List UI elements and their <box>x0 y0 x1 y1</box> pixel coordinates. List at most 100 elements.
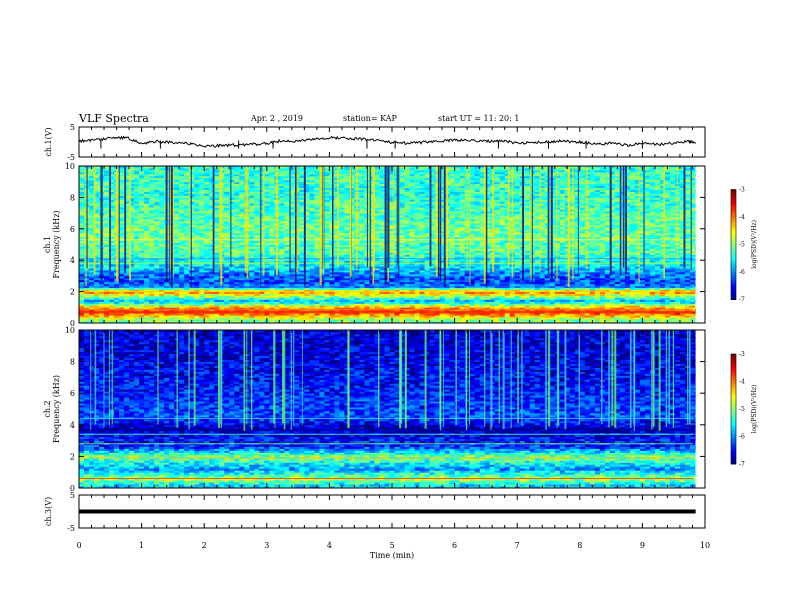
impulse-streak <box>369 166 370 269</box>
impulse-streak <box>673 330 674 428</box>
impulse-streak <box>244 330 246 431</box>
impulse-streak <box>691 166 692 270</box>
impulse-streak <box>484 166 486 284</box>
impulse-streak <box>653 330 655 427</box>
impulse-streak <box>405 330 407 428</box>
impulse-streak <box>251 330 252 430</box>
ch2-spectrogram-image <box>79 330 705 488</box>
colorbar-tick-label: -3 <box>739 187 745 194</box>
impulse-streak <box>169 166 170 283</box>
impulse-streak <box>440 166 441 281</box>
x-tick-label: 3 <box>264 541 269 550</box>
impulse-streak <box>194 330 196 426</box>
impulse-streak <box>378 330 379 427</box>
impulse-streak <box>620 166 622 276</box>
no-data-strip <box>696 330 705 488</box>
impulse-streak <box>191 166 192 287</box>
impulse-streak <box>230 166 231 267</box>
y-tick-label: 8 <box>70 193 75 202</box>
spectral-band <box>79 418 693 419</box>
impulse-streak <box>499 330 500 423</box>
spectral-band <box>79 457 693 458</box>
impulse-streak <box>357 166 358 267</box>
y-tick-label: 2 <box>70 452 75 461</box>
impulse-streak <box>177 330 178 428</box>
impulse-streak <box>291 330 292 430</box>
impulse-streak <box>548 330 550 427</box>
impulse-streak <box>521 330 522 426</box>
impulse-streak <box>245 166 246 273</box>
impulse-streak <box>443 330 444 426</box>
impulse-streak <box>540 166 541 271</box>
x-tick-label: 1 <box>139 541 144 550</box>
impulse-streak <box>608 330 610 427</box>
impulse-streak <box>425 330 427 429</box>
impulse-streak <box>551 166 553 279</box>
spectral-band <box>79 429 693 431</box>
impulse-streak <box>104 330 105 428</box>
impulse-streak <box>689 330 691 424</box>
impulse-streak <box>610 166 612 276</box>
impulse-streak <box>556 166 557 281</box>
y-tick-label: 6 <box>70 389 75 398</box>
impulse-streak <box>644 166 645 273</box>
x-tick-label: 2 <box>202 541 207 550</box>
spectral-band <box>79 434 693 435</box>
spectral-band <box>79 443 693 444</box>
impulse-streak <box>213 166 215 274</box>
impulse-streak <box>112 330 113 424</box>
impulse-streak <box>293 330 294 426</box>
y-tick-label: -5 <box>67 153 75 162</box>
impulse-streak <box>220 330 222 424</box>
impulse-streak <box>684 166 686 268</box>
impulse-streak <box>530 166 531 278</box>
colorbar-label: log(PSD)(V²/Hz) <box>751 220 758 269</box>
impulse-streak <box>320 166 322 286</box>
impulse-streak <box>663 166 665 278</box>
x-tick-label: 8 <box>577 541 582 550</box>
colorbar-tick-label: -6 <box>739 434 745 441</box>
impulse-streak <box>586 166 588 269</box>
spectral-band <box>79 478 693 479</box>
impulse-streak <box>486 166 488 288</box>
channel-label: ch.1 <box>43 236 52 253</box>
impulse-streak <box>572 166 573 280</box>
colorbar-tick-label: -7 <box>739 461 745 468</box>
colorbar-tick-label: -7 <box>739 297 745 304</box>
impulse-streak <box>578 166 579 276</box>
impulse-streak <box>101 166 103 280</box>
impulse-streak <box>119 166 120 283</box>
y-tick-label: 4 <box>70 256 75 265</box>
channel-label: ch.2 <box>43 400 52 417</box>
spectral-band <box>79 311 693 313</box>
impulse-streak <box>630 330 632 428</box>
impulse-streak <box>189 330 190 429</box>
impulse-streak <box>387 166 389 268</box>
impulse-streak <box>601 330 603 424</box>
impulse-streak <box>95 330 97 424</box>
y-tick-label: 5 <box>70 491 75 500</box>
impulse-streak <box>623 166 625 268</box>
impulse-streak <box>350 166 352 277</box>
colorbar-tick-label: -5 <box>739 242 745 249</box>
y-tick-label: 2 <box>70 288 75 297</box>
impulse-streak <box>290 166 291 271</box>
impulse-streak <box>579 330 580 424</box>
impulse-streak <box>436 166 438 277</box>
impulse-streak <box>557 330 558 428</box>
impulse-streak <box>295 166 297 284</box>
impulse-streak <box>166 166 168 282</box>
impulse-streak <box>466 330 467 430</box>
ch3-panel-ylabel: ch.3(V) <box>44 497 53 526</box>
impulse-streak <box>385 166 387 284</box>
impulse-streak <box>444 166 446 287</box>
impulse-streak <box>90 330 91 430</box>
impulse-streak <box>367 166 368 267</box>
impulse-streak <box>651 330 652 430</box>
impulse-streak <box>221 166 222 284</box>
impulse-streak <box>677 166 678 266</box>
colorbar-tick-label: -4 <box>739 379 745 386</box>
colorbar-tick-label: -4 <box>739 214 745 221</box>
impulse-streak <box>439 330 441 425</box>
